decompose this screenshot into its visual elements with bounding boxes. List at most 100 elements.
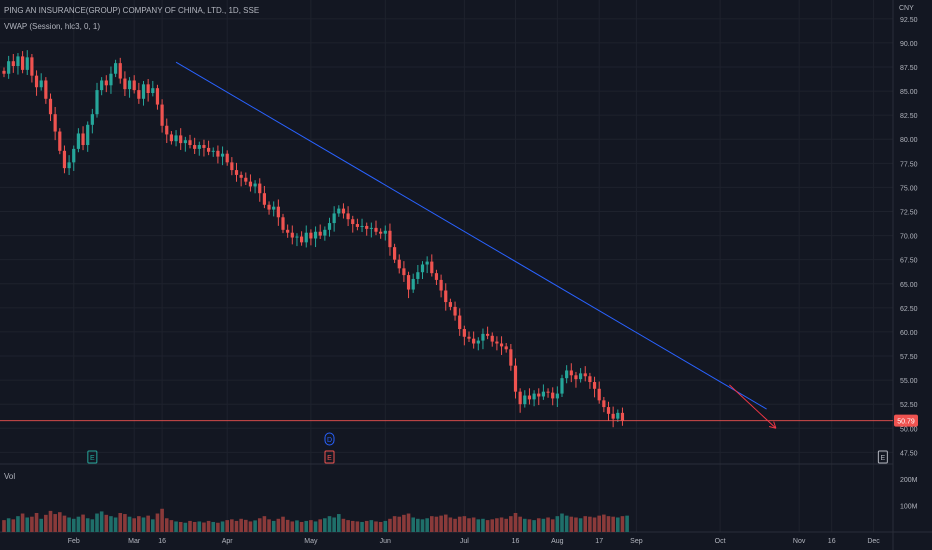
candle-body	[499, 343, 504, 347]
dividend-marker	[324, 432, 335, 446]
candle-body	[597, 388, 601, 401]
volume-bar	[123, 514, 127, 532]
candle-body	[388, 230, 392, 248]
candle-body	[504, 346, 508, 350]
time-tick-label: Mar	[128, 538, 141, 545]
candle-body	[341, 208, 346, 214]
volume-bar	[183, 522, 188, 532]
candle-body	[109, 73, 113, 86]
volume-bar	[206, 520, 211, 532]
time-tick-label: 16	[158, 538, 166, 545]
candle-body	[244, 177, 248, 182]
earnings-marker	[87, 450, 98, 464]
candle-body	[518, 391, 522, 405]
volume-bar	[476, 519, 481, 532]
volume-bar	[230, 519, 234, 532]
volume-bar	[155, 513, 160, 532]
candle-body	[137, 90, 141, 99]
candle-body	[532, 393, 536, 400]
candle-body	[48, 98, 53, 115]
candle-body	[95, 90, 99, 115]
volume-bar	[127, 516, 132, 532]
candle-body	[286, 229, 290, 233]
volume-bar	[109, 516, 113, 532]
volume-bar	[62, 515, 67, 532]
price-candles[interactable]	[2, 50, 625, 428]
candle-body	[179, 135, 183, 144]
volume-bar	[402, 514, 406, 532]
candle-body	[104, 80, 108, 86]
time-tick-label: 16	[828, 538, 836, 545]
arrow-head	[773, 421, 777, 429]
candle-body	[369, 227, 373, 229]
volume-bar	[113, 517, 118, 532]
volume-indicator-label[interactable]: Vol	[4, 472, 16, 481]
candle-body	[579, 373, 583, 380]
volume-bar	[90, 519, 95, 532]
volume-bar	[495, 518, 499, 532]
volume-bar	[20, 513, 25, 532]
volume-bar	[434, 516, 439, 532]
volume-bar	[597, 515, 601, 532]
volume-bar	[67, 517, 71, 532]
volume-bar	[467, 518, 471, 532]
volume-bar	[430, 516, 434, 532]
volume-bar	[141, 517, 146, 532]
volume-bar	[443, 514, 448, 532]
volume-bar	[350, 520, 355, 532]
volume-bar	[527, 519, 532, 532]
volume-bar	[244, 519, 248, 532]
volume-bar	[85, 518, 90, 532]
volume-bar	[550, 519, 555, 532]
volume-bar	[25, 517, 30, 532]
marker-letter: E	[881, 455, 886, 462]
candle-body	[2, 70, 6, 74]
candle-body	[495, 341, 499, 344]
time-tick-label: 16	[512, 538, 520, 545]
price-tick-label: 90.00	[900, 41, 918, 48]
price-tick-label: 57.50	[900, 354, 918, 361]
candle-body	[34, 75, 39, 88]
candle-body	[551, 392, 555, 399]
candle-body	[332, 213, 336, 224]
candle-body	[351, 219, 355, 225]
volume-bar	[267, 519, 271, 532]
candle-body	[620, 412, 625, 421]
candle-body	[611, 413, 615, 419]
event-markers[interactable]: E D E E	[87, 432, 888, 464]
candle-body	[309, 232, 313, 239]
drawings[interactable]	[0, 61, 893, 429]
candle-body	[588, 376, 592, 383]
volume-bar	[262, 516, 267, 532]
candle-body	[546, 391, 550, 393]
volume-bar	[220, 521, 225, 532]
candle-body	[118, 63, 122, 79]
candle-body	[583, 373, 587, 377]
volume-bar	[299, 521, 304, 532]
candle-body	[355, 224, 359, 227]
price-axis[interactable]: 92.50 90.00 87.50 85.00 82.50 80.00 77.50 75.00…	[894, 17, 918, 511]
volume-pane	[2, 508, 629, 532]
price-tick-label: 87.50	[900, 65, 918, 72]
vwap-indicator-label[interactable]: VWAP (Session, hlc3, 0, 1)	[4, 22, 101, 31]
volume-bar	[313, 521, 318, 532]
volume-bar	[425, 518, 429, 532]
candle-body	[225, 153, 229, 163]
volume-bar	[416, 518, 420, 532]
volume-bar	[588, 516, 592, 532]
volume-bar	[202, 522, 206, 532]
volume-bar	[574, 517, 578, 532]
volume-bar	[392, 516, 397, 532]
candle-body	[490, 335, 494, 342]
volume-bar	[2, 520, 6, 532]
volume-bar	[188, 520, 192, 532]
candle-body	[602, 400, 606, 408]
volume-bar	[509, 516, 513, 532]
candle-body	[346, 213, 350, 220]
symbol-title[interactable]: PING AN INSURANCE(GROUP) COMPANY OF CHIN…	[4, 6, 260, 15]
volume-bar	[295, 520, 299, 532]
time-axis[interactable]: Feb Mar 16 Apr May Jun Jul 16 Aug 17 Sep Oct Nov 16 De…	[68, 538, 881, 545]
marker-letter: E	[327, 455, 332, 462]
